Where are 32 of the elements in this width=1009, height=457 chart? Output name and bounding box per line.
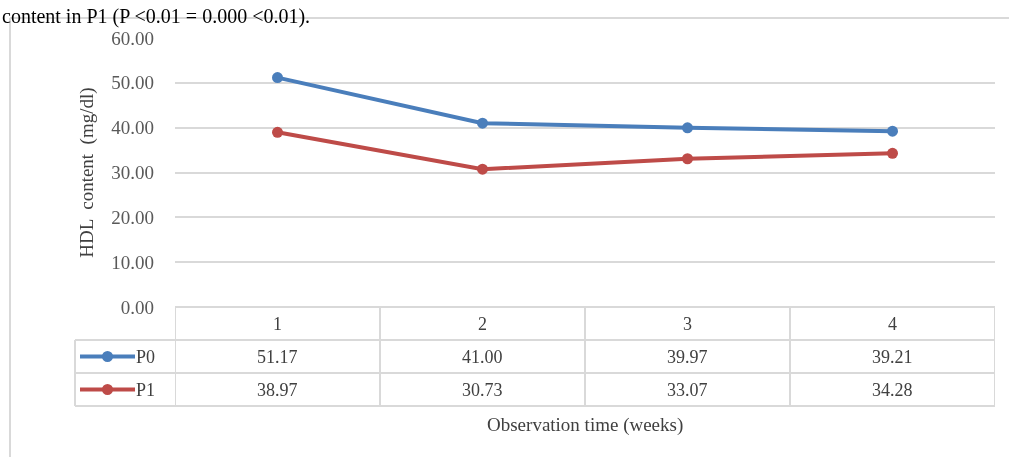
point <box>477 117 488 129</box>
y-tick-label: 10.00 <box>111 251 154 273</box>
text: 39.97 <box>667 347 708 367</box>
point <box>272 72 283 84</box>
legend-label: P0 <box>136 347 156 367</box>
text: 51.17 <box>257 347 298 367</box>
y-tick-label: 40.00 <box>111 117 154 139</box>
legend-label: P1 <box>136 380 156 400</box>
point <box>682 122 693 134</box>
text: content in P1 (P <0.01 = 0.000 <0.01). <box>2 5 311 28</box>
x-tick-label: 3 <box>683 314 692 334</box>
text: 38.97 <box>257 380 298 400</box>
text: 41.00 <box>462 347 503 367</box>
y-tick-label: 20.00 <box>111 206 154 228</box>
point <box>887 125 898 137</box>
y-tick-label: 50.00 <box>111 72 154 94</box>
point <box>682 153 693 165</box>
text: 39.21 <box>872 347 913 367</box>
x-tick-label: 4 <box>888 314 897 334</box>
text: 33.07 <box>667 380 708 400</box>
y-axis-title: HDL content (mg/dl) <box>76 87 99 258</box>
point <box>477 163 488 175</box>
point <box>887 147 898 159</box>
x-axis-title: Observation time (weeks) <box>487 414 684 436</box>
text: 30.73 <box>462 380 503 400</box>
point <box>272 126 283 138</box>
x-tick-label: 2 <box>478 314 487 334</box>
y-tick-label: 60.00 <box>111 27 154 49</box>
y-tick-label: 30.00 <box>111 162 154 184</box>
x-tick-label: 1 <box>273 314 282 334</box>
text: 34.28 <box>872 380 913 400</box>
y-tick-label: 0.00 <box>120 296 154 318</box>
